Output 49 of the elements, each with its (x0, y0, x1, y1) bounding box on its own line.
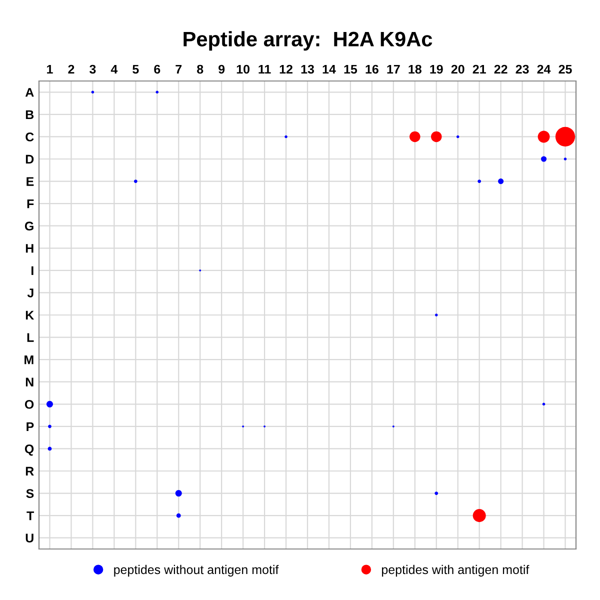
y-tick-label: R (26, 466, 34, 476)
y-tick-label: B (26, 110, 34, 119)
y-tick-label: H (26, 244, 34, 253)
x-tick-label: 18 (408, 64, 422, 74)
x-tick-label: 23 (516, 64, 529, 74)
x-tick-label: 16 (366, 64, 378, 74)
y-tick-label: D (26, 154, 34, 164)
y-tick-label: T (26, 512, 34, 520)
x-tick-label: 10 (236, 64, 250, 74)
x-tick-label: 21 (472, 64, 486, 74)
y-tick-label: O (24, 400, 34, 409)
x-tick-label: 12 (280, 64, 292, 74)
x-tick-label: 9 (218, 64, 225, 74)
y-tick-label: G (24, 222, 34, 231)
x-tick-label: 11 (258, 64, 271, 74)
y-tick-label: L (27, 333, 34, 342)
y-tick-label: Q (24, 444, 34, 456)
x-tick-label: 24 (537, 64, 551, 74)
x-tick-label: 14 (322, 64, 336, 74)
x-tick-label: 5 (132, 64, 139, 74)
y-tick-label: I (32, 266, 34, 275)
x-tick-label: 13 (301, 64, 314, 74)
x-tick-label: 4 (110, 64, 118, 74)
x-tick-label: 2 (68, 64, 74, 74)
y-tick-label: C (26, 132, 34, 142)
x-tick-label: 17 (387, 64, 400, 74)
x-tick-label: 6 (154, 64, 160, 74)
y-tick-label: F (27, 200, 34, 208)
y-tick-label: U (26, 534, 34, 543)
y-tick-label: K (26, 310, 34, 320)
x-tick-label: 8 (197, 64, 204, 74)
x-tick-label: 7 (176, 64, 182, 74)
y-tick-label: P (26, 422, 34, 431)
y-tick-label: M (24, 356, 34, 364)
x-tick-label: 1 (47, 64, 53, 74)
x-tick-label: 3 (90, 64, 96, 74)
chart-title: Peptide array: H2A K9Ac (184, 31, 432, 51)
x-tick-label: 22 (494, 64, 508, 74)
y-tick-label: A (25, 88, 34, 97)
x-tick-label: 20 (451, 64, 464, 74)
x-tick-label: 25 (558, 64, 572, 74)
legend-label: peptides without antigen motif (114, 564, 279, 577)
y-tick-label: S (26, 489, 34, 498)
legend-label: peptides with antigen motif (382, 564, 530, 577)
y-tick-label: N (26, 378, 34, 386)
y-tick-label: E (26, 177, 34, 186)
y-tick-label: J (27, 288, 34, 298)
x-tick-label: 19 (430, 64, 443, 74)
x-tick-label: 15 (344, 64, 358, 74)
